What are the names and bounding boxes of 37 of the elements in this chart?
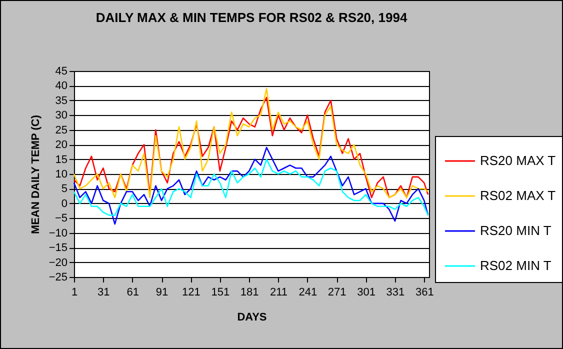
x-tick-label: 331	[386, 286, 405, 298]
x-tick-label: 1	[71, 286, 78, 298]
y-tick-label: 0	[61, 198, 68, 210]
x-tick-label: 91	[156, 286, 168, 298]
x-tick-label: 121	[182, 286, 200, 298]
legend-label: RS02 MIN T	[480, 258, 552, 273]
line-series	[73, 158, 429, 216]
y-tick-label: −10	[48, 227, 68, 240]
y-tick-label: 5	[61, 183, 68, 196]
x-axis-title: DAYS	[237, 312, 267, 324]
y-tick-label: 15	[55, 154, 68, 166]
x-tick-label: 61	[126, 286, 139, 298]
x-tick-label: 361	[415, 286, 434, 298]
legend-label: RS02 MAX T	[480, 188, 556, 203]
y-tick-label: 45	[55, 66, 68, 78]
chart-title: DAILY MAX & MIN TEMPS FOR RS02 & RS20, 1994	[96, 10, 408, 25]
x-tick-label: 301	[357, 286, 376, 298]
y-tick-label: 25	[55, 124, 68, 136]
legend-label: RS20 MIN T	[480, 223, 552, 238]
y-tick-label: 35	[55, 94, 68, 107]
y-tick-label: −25	[48, 272, 68, 284]
y-tick-label: −5	[54, 212, 68, 225]
x-tick-label: 241	[298, 286, 318, 298]
line-series	[73, 146, 429, 225]
x-tick-label: 271	[328, 286, 346, 298]
x-tick-label: 151	[211, 286, 230, 298]
y-tick-label: 30	[55, 110, 68, 122]
legend-label: RS20 MAX T	[480, 153, 556, 168]
y-tick-label: 20	[55, 139, 68, 152]
x-tick-label: 181	[240, 286, 259, 298]
y-tick-label: 40	[55, 80, 68, 92]
y-tick-label: 10	[55, 168, 68, 180]
y-axis-title: MEAN DAILY TEMP (C)	[30, 114, 42, 234]
y-tick-label: −20	[48, 256, 68, 269]
x-tick-label: 31	[98, 286, 110, 298]
x-tick-label: 211	[270, 286, 288, 298]
y-tick-label: −15	[48, 242, 68, 254]
